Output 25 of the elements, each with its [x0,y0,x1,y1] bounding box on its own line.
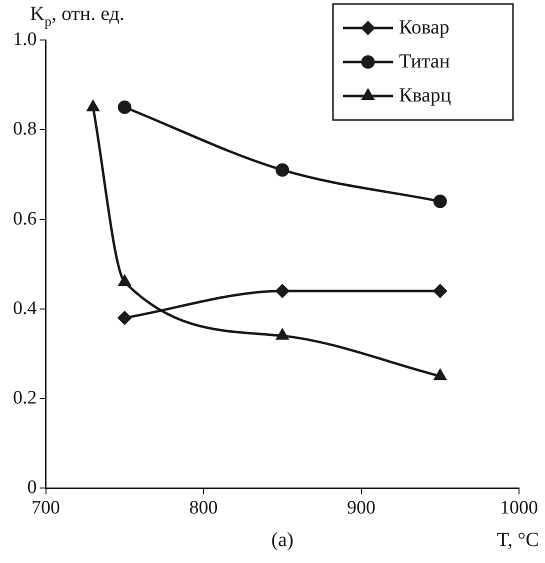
text: (a) [271,529,294,552]
point [433,284,447,298]
y-tick-label: 0 [27,477,37,498]
point [434,369,446,380]
point [87,100,100,112]
legend-label: Титан [399,50,450,72]
point [276,284,290,298]
x-tick-label: 900 [347,498,376,519]
legend-label: Ковар [399,16,450,38]
x-tick-label: 800 [189,498,218,519]
y-tick-label: 0.2 [13,388,37,409]
point [118,311,132,325]
legend-label: Кварц [399,84,452,106]
y-tick-label: 0.8 [13,118,37,140]
point [276,163,290,177]
x-tick-label: 700 [32,498,60,519]
point [118,100,132,114]
y-tick-label: 0.4 [13,298,38,319]
point [433,194,447,208]
x-axis-title: T, °C [496,529,539,552]
point [276,329,288,340]
x-tick-label: 1000 [500,498,538,519]
point [118,275,131,286]
y-tick-label: 0.6 [13,208,37,230]
y-tick-label: 1.0 [13,28,37,50]
